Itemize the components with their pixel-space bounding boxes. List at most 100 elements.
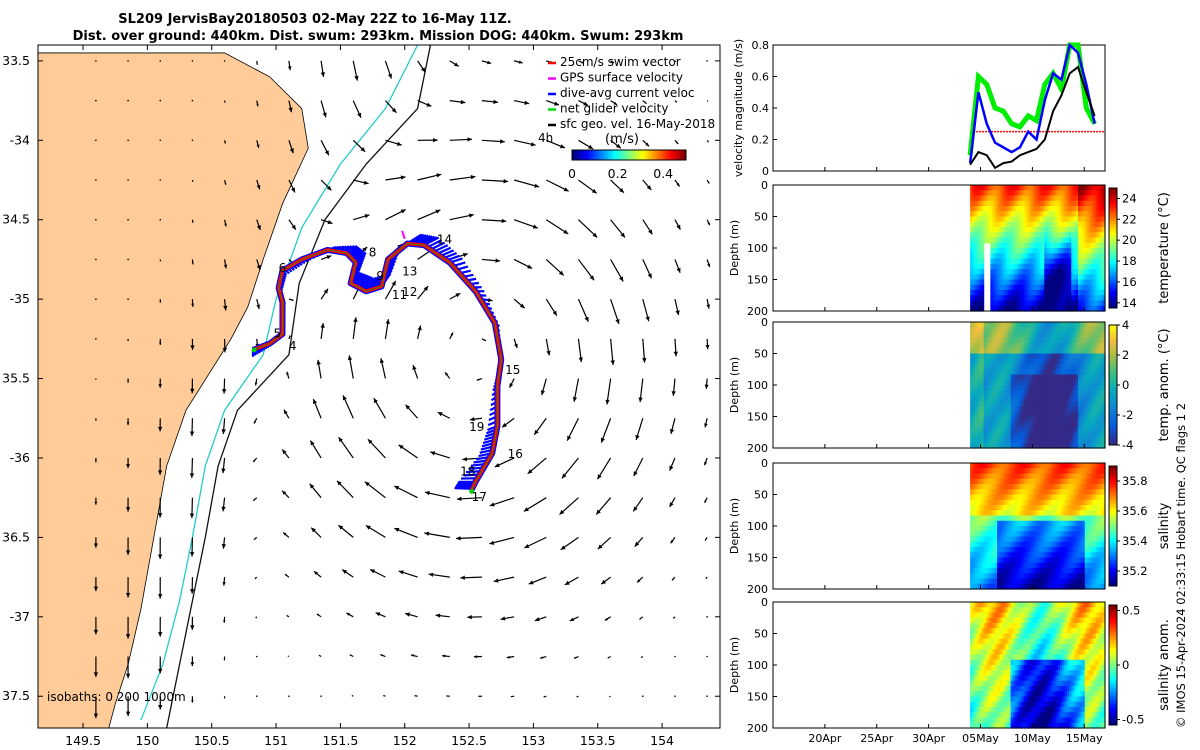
depth-tick-label: 150 — [747, 552, 768, 565]
section-colorbar-tick-label: 18 — [1122, 254, 1137, 268]
isobath-label: isobaths: 0 200 1000m — [47, 690, 186, 704]
map-y-tick-label: -34 — [10, 132, 30, 147]
depth-tick-label: 0 — [761, 457, 768, 470]
section-colorbar-tick-label: 0.5 — [1122, 603, 1140, 617]
map-y-tick-label: 34.5 — [2, 212, 30, 227]
title-line2: Dist. over ground: 440km. Dist. swum: 29… — [73, 29, 684, 44]
depth-tick-label: 150 — [747, 411, 768, 424]
depth-axis-label: Depth (m) — [728, 637, 741, 693]
colorbar-tick-label: 0.4 — [653, 166, 673, 181]
section-colorbar-label: temperature (°C) — [1157, 192, 1172, 304]
depth-axis-label: Depth (m) — [728, 498, 741, 554]
time-tick-label: 05May — [962, 732, 999, 745]
section-colorbar-tick-label: 0 — [1122, 658, 1129, 672]
depth-tick-label: 100 — [747, 242, 768, 255]
time-tick-label: 30Apr — [912, 732, 946, 745]
section-colorbar-tick-label: 16 — [1122, 275, 1137, 289]
map-legend: 25cm/s swim vector GPS surface velocitydi… — [538, 55, 715, 181]
depth-tick-label: 100 — [747, 659, 768, 672]
map-y-tick-label: 36.5 — [2, 529, 30, 544]
map-y-tick-label: 35.5 — [2, 371, 30, 386]
geostrophic-velocity-series — [969, 65, 1096, 170]
day-label: 15 — [505, 363, 520, 377]
colorbar-tick-label: 0.2 — [608, 166, 628, 181]
gps-velocity-vector — [401, 230, 406, 240]
glider-track — [252, 243, 502, 490]
velocity-y-tick-label: 0.6 — [752, 71, 770, 84]
section-colorbar-tick-label: 24 — [1122, 191, 1137, 205]
section-colorbar-tick-label: -2 — [1122, 408, 1133, 422]
day-label: 17 — [472, 490, 487, 504]
footer-credit: © IMOS 15-Apr-2024 02:33:15 Hobart time.… — [1174, 403, 1188, 728]
section-colorbar-label: temp. anom. (°C) — [1157, 328, 1172, 441]
isobath-1000m — [166, 44, 432, 729]
section-colorbar-tick-label: 14 — [1122, 296, 1137, 310]
recovery-point — [469, 488, 475, 494]
map-x-ticks: 149.5 150 150.5 151 151.5 152 152.5 153 153.5 154 — [65, 45, 674, 748]
velocity-panel: 0 0.2 0.4 0.6 0.8 velocity magnitude (m/s) — [732, 39, 1106, 178]
depth-tick-label: 50 — [754, 489, 768, 502]
section-panel-salinity: 0 50 100 150 200 Depth (m) 35.2 35.4 35.6 35.8 sal… — [728, 457, 1172, 596]
day-label: 11 — [392, 288, 407, 302]
depth-tick-label: 200 — [747, 583, 768, 596]
map-x-tick-label: 152.5 — [451, 733, 487, 748]
day-label: 5 — [273, 326, 281, 340]
map-x-tick-label: 151.5 — [322, 733, 358, 748]
legend-entry: GPS surface velocity — [560, 71, 683, 85]
depth-tick-label: 0 — [761, 596, 768, 609]
section-panel-temp-anomaly: 0 50 100 150 200 Depth (m) -4 -2 0 2 4 temp. anom. … — [728, 316, 1172, 455]
depth-tick-label: 50 — [754, 211, 768, 224]
deployment-point — [251, 347, 257, 353]
map-x-tick-label: 151 — [264, 733, 288, 748]
section-colorbar-tick-label: -0.5 — [1122, 713, 1144, 727]
depth-tick-label: 100 — [747, 520, 768, 533]
depth-tick-label: 150 — [747, 691, 768, 704]
day-label: 18 — [460, 464, 475, 478]
section-colorbar-tick-label: 2 — [1122, 348, 1129, 362]
colorbar-tick-label: 0 — [568, 166, 576, 181]
time-tick-label: 10May — [1014, 732, 1051, 745]
land-area — [37, 52, 309, 729]
velocity-frame — [772, 44, 1106, 172]
section-colorbar-tick-label: 0 — [1122, 378, 1129, 392]
depth-tick-label: 200 — [747, 442, 768, 455]
depth-tick-label: 200 — [747, 722, 768, 735]
map-x-tick-label: 153.5 — [580, 733, 616, 748]
section-colorbar-tick-label: -4 — [1122, 438, 1133, 452]
depth-tick-label: 0 — [761, 179, 768, 192]
section-colorbar-label: salinity anom. — [1157, 619, 1172, 711]
section-colorbar-tick-label: 35.4 — [1122, 534, 1148, 548]
colorbar-unit: (m/s) — [605, 132, 639, 147]
day-label: 6 — [279, 261, 287, 275]
day-label: 12 — [402, 285, 417, 299]
map-y-tick-label: -36 — [10, 450, 30, 465]
section-colorbar-label: salinity — [1157, 502, 1172, 549]
section-colorbar-tick-label: 35.8 — [1122, 474, 1148, 488]
title-line1: SL209 JervisBay20180503 02-May 22Z to 16… — [118, 12, 511, 27]
map-x-tick-label: 153 — [521, 733, 545, 748]
day-label: 16 — [508, 447, 523, 461]
velocity-ylabel: velocity magnitude (m/s) — [732, 39, 745, 177]
legend-entry: sfc geo. vel. 16-May-2018 — [560, 117, 715, 131]
day-label: 19 — [469, 420, 484, 434]
map-x-tick-label: 149.5 — [65, 733, 101, 748]
depth-axis-label: Depth (m) — [728, 357, 741, 413]
depth-axis-label: Depth (m) — [728, 220, 741, 276]
depth-tick-label: 200 — [747, 305, 768, 318]
geostrophic-arrows — [93, 60, 711, 719]
section-colorbar-tick-label: 35.6 — [1122, 504, 1148, 518]
section-panel-temperature: 0 50 100 150 200 Depth (m) 14 16 18 20 22 24 tempera… — [728, 179, 1172, 318]
depth-tick-label: 150 — [747, 274, 768, 287]
map-x-tick-label: 152 — [393, 733, 417, 748]
section-panel-salinity-anomaly: 0 50 100 150 200 Depth (m) -0.5 0 0.5 salinity an… — [728, 596, 1172, 735]
map-frame — [37, 44, 721, 729]
time-tick-label: 15May — [1066, 732, 1103, 745]
section-colorbar-frame — [1108, 187, 1118, 309]
map-y-tick-label: 33.5 — [2, 53, 30, 68]
map-y-tick-label: -37 — [10, 609, 30, 624]
time-tick-label: 20Apr — [808, 732, 842, 745]
map-x-tick-label: 150 — [135, 733, 159, 748]
